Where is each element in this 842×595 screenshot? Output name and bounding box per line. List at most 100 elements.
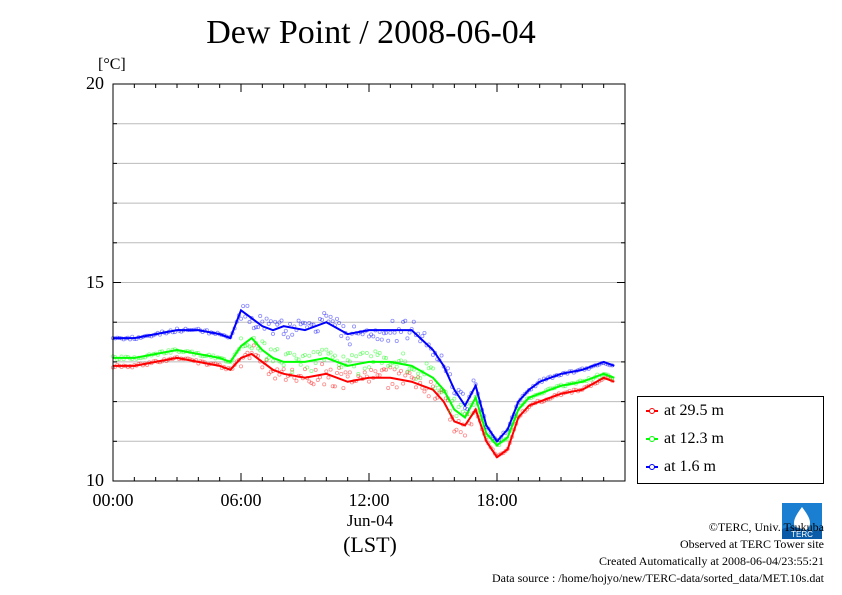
- sample-point: [290, 367, 295, 372]
- sample-point: [360, 332, 365, 337]
- sample-point: [332, 384, 337, 389]
- sample-point: [403, 359, 408, 364]
- sample-point: [460, 409, 465, 414]
- sample-point: [260, 339, 265, 344]
- sample-point: [332, 353, 337, 358]
- sample-point: [347, 359, 352, 364]
- sample-point: [326, 375, 331, 380]
- series-2: [111, 303, 615, 443]
- sample-point: [388, 365, 393, 370]
- sample-point: [324, 313, 329, 318]
- sample-point: [347, 370, 352, 375]
- sample-point: [411, 376, 416, 381]
- sample-point: [426, 394, 431, 399]
- sample-point: [356, 373, 361, 378]
- sample-point: [256, 346, 261, 351]
- sample-point: [430, 366, 435, 371]
- x-tick-label: 00:00: [92, 490, 134, 510]
- sample-point: [273, 376, 278, 381]
- sample-point: [292, 352, 297, 357]
- sample-point: [302, 367, 307, 372]
- sample-point: [296, 318, 301, 323]
- sample-point: [345, 336, 350, 341]
- sample-point: [273, 348, 278, 353]
- sample-point: [279, 318, 284, 323]
- sample-point: [366, 379, 371, 384]
- sample-point: [305, 365, 310, 370]
- sample-point: [388, 362, 393, 367]
- sample-point: [341, 354, 346, 359]
- sample-point: [465, 407, 470, 412]
- date-label: Jun-04: [346, 511, 394, 530]
- chart-title: Dew Point / 2008-06-04: [206, 14, 536, 51]
- sample-point: [238, 336, 243, 341]
- sample-point: [256, 353, 261, 358]
- sample-point: [328, 350, 333, 355]
- sample-point: [238, 316, 243, 321]
- sample-point: [307, 320, 312, 325]
- sample-point: [456, 388, 461, 393]
- y-tick-label: 15: [86, 272, 104, 292]
- sample-point: [454, 413, 459, 418]
- sample-point: [294, 378, 299, 383]
- sample-point: [458, 402, 463, 407]
- sample-point: [264, 357, 269, 362]
- sample-point: [283, 377, 288, 382]
- sample-point: [288, 321, 293, 326]
- sample-point: [273, 319, 278, 324]
- sample-point: [381, 367, 386, 372]
- sample-point: [268, 347, 273, 352]
- sample-point: [358, 352, 363, 357]
- sample-point: [364, 351, 369, 356]
- sample-point: [238, 364, 243, 369]
- sample-point: [290, 332, 295, 337]
- sample-point: [377, 373, 382, 378]
- sample-point: [268, 369, 273, 374]
- sample-point: [375, 337, 380, 342]
- sample-point: [245, 350, 250, 355]
- sample-point: [256, 325, 261, 330]
- sample-point: [452, 429, 457, 434]
- sample-point: [290, 370, 295, 375]
- sample-point: [309, 380, 314, 385]
- sample-point: [369, 354, 374, 359]
- sample-point: [362, 366, 367, 371]
- sample-point: [266, 355, 271, 360]
- x-axis-label: (LST): [343, 532, 397, 557]
- sample-point: [360, 350, 365, 355]
- sample-point: [264, 316, 269, 321]
- series-layer: [111, 303, 615, 459]
- sample-point: [345, 374, 350, 379]
- sample-point: [398, 368, 403, 373]
- sample-point: [454, 427, 459, 432]
- sample-point: [437, 388, 442, 393]
- sample-point: [390, 318, 395, 323]
- source-text: Data source : /home/hojyo/new/TERC-data/…: [491, 571, 824, 585]
- legend-item-29-5m: at 29.5 m: [646, 402, 724, 420]
- series-line: [113, 308, 615, 443]
- sample-point: [394, 385, 399, 390]
- sample-point: [398, 358, 403, 363]
- sample-point: [251, 343, 256, 348]
- legend-swatch-green: [646, 436, 658, 442]
- sample-point: [373, 369, 378, 374]
- sample-point: [281, 367, 286, 372]
- sample-point: [270, 331, 275, 336]
- sample-point: [302, 353, 307, 358]
- sample-point: [462, 433, 467, 438]
- sample-point: [371, 334, 376, 339]
- sample-point: [386, 385, 391, 390]
- sample-point: [394, 339, 399, 344]
- sample-point: [324, 369, 329, 374]
- sample-point: [409, 375, 414, 380]
- sample-point: [349, 353, 354, 358]
- sample-point: [416, 371, 421, 376]
- legend-label: at 29.5 m: [664, 402, 724, 419]
- axis-ticks: [112, 83, 626, 482]
- x-tick-label: 18:00: [476, 490, 518, 510]
- sample-point: [362, 370, 367, 375]
- sample-point: [394, 364, 399, 369]
- x-tick-label: 12:00: [348, 490, 390, 510]
- sample-point: [366, 365, 371, 370]
- sample-point: [407, 370, 412, 375]
